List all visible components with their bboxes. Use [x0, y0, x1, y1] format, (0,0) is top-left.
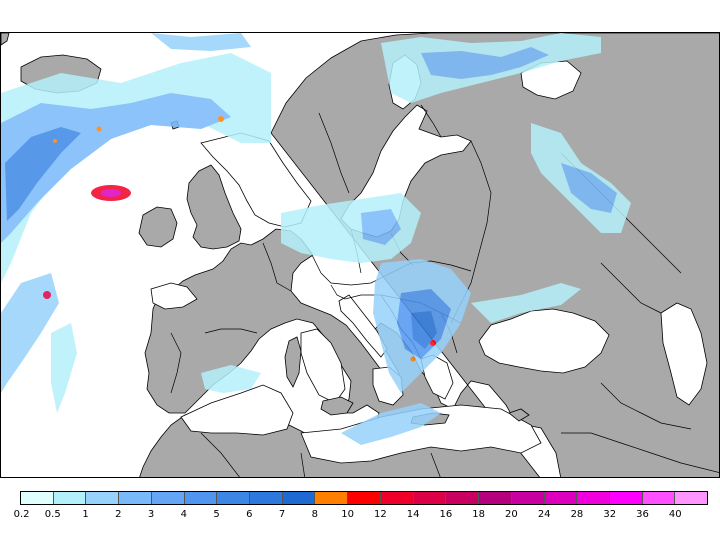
legend-tick-label: 8 [311, 509, 319, 520]
legend-swatch [250, 492, 283, 504]
legend-tick-label: 16 [439, 509, 453, 520]
sea-med-west [180, 384, 294, 436]
legend-swatch [53, 492, 87, 504]
legend-tick-label: 32 [603, 509, 617, 520]
legend-tick-label: 36 [636, 509, 649, 520]
legend-tick-label: 3 [147, 509, 155, 520]
legend-swatch [413, 492, 447, 504]
legend-tick-label: 14 [406, 509, 420, 520]
sea-caspian [660, 302, 708, 406]
land-corsica-sardinia [284, 336, 302, 388]
legend-swatch [86, 492, 120, 504]
color-legend [20, 491, 708, 505]
legend-swatch [446, 492, 480, 504]
legend-tick-label: 6 [246, 509, 253, 520]
legend-tick-label: 24 [537, 509, 551, 520]
legend-tick-label: 0.5 [44, 509, 61, 520]
sea-black [478, 308, 610, 374]
legend-swatch [184, 492, 218, 504]
legend-tick-label: 20 [505, 509, 518, 520]
legend-tick-label: 2 [115, 509, 122, 520]
land-ireland [138, 206, 178, 248]
legend-tick-label: 10 [341, 509, 354, 520]
legend-swatch [380, 492, 414, 504]
legend-swatch [217, 492, 251, 504]
legend-tick-label: 18 [472, 509, 486, 520]
precipitation-layer [1, 33, 631, 445]
legend-tick-label: 28 [570, 509, 584, 520]
legend-swatch [479, 492, 512, 504]
legend-tick-label: 4 [180, 509, 187, 520]
legend-swatch [544, 492, 578, 504]
legend-labels: 0.2 0.5 1 2 3 4 5 6 7 8 10 12 14 16 18 20 24 28 32 36 40 [14, 509, 708, 523]
legend-swatch [151, 492, 185, 504]
land-sicily [320, 396, 354, 416]
europe-map-canvas [1, 33, 719, 477]
legend-tick-label: 0.2 [13, 509, 30, 520]
legend-swatch [675, 492, 708, 504]
legend-tick-label: 40 [668, 509, 682, 520]
sea-biscay [150, 282, 198, 310]
precipitation-map [0, 32, 720, 478]
sea-tyrrhenian [300, 328, 346, 404]
legend-swatch [348, 492, 381, 504]
legend-tick-label: 5 [213, 509, 220, 520]
legend-swatch [511, 492, 545, 504]
legend-tick-label: 12 [374, 509, 387, 520]
legend-swatch [315, 492, 349, 504]
legend-swatch [609, 492, 643, 504]
legend-tick-label: 1 [82, 509, 89, 520]
land-greenland [1, 33, 10, 46]
land-great-britain [186, 164, 242, 250]
legend-tick-label: 7 [278, 509, 286, 520]
land-cyprus [508, 408, 530, 422]
legend-swatch [282, 492, 316, 504]
legend-swatch [577, 492, 610, 504]
legend-swatch [21, 492, 54, 504]
legend-swatch [119, 492, 152, 504]
legend-swatch [642, 492, 676, 504]
